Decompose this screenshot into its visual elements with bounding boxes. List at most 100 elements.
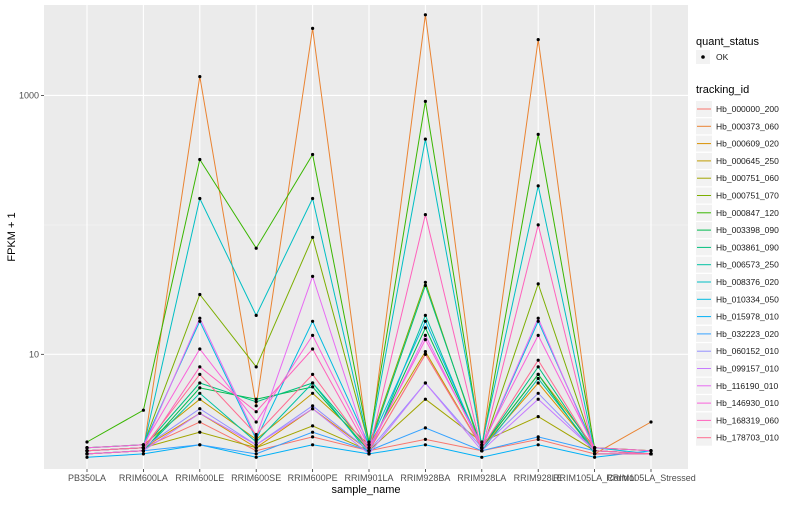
data-point	[198, 75, 202, 79]
data-point	[311, 443, 315, 447]
data-point	[311, 372, 315, 376]
data-point	[423, 338, 427, 342]
data-point	[423, 137, 427, 141]
data-point	[423, 397, 427, 401]
legend-label-Hb_010334_050: Hb_010334_050	[716, 294, 779, 304]
data-point	[311, 196, 315, 201]
data-point	[480, 446, 484, 450]
data-point	[311, 391, 315, 395]
data-point	[593, 446, 597, 450]
data-point	[254, 365, 258, 369]
data-point	[198, 391, 202, 395]
data-point	[198, 319, 202, 323]
data-point	[536, 415, 540, 419]
y-axis-title: FPKM + 1	[6, 212, 18, 261]
data-point	[367, 446, 371, 450]
legend-label-Hb_146930_010: Hb_146930_010	[716, 398, 779, 408]
data-point	[254, 449, 258, 453]
data-point	[254, 446, 258, 450]
data-point	[198, 157, 202, 162]
legend-label-Hb_006573_250: Hb_006573_250	[716, 260, 779, 270]
data-point	[423, 319, 427, 323]
data-point	[254, 313, 258, 317]
legend-label-Hb_003398_090: Hb_003398_090	[716, 225, 779, 235]
legend-label-Hb_032223_020: Hb_032223_020	[716, 329, 779, 339]
data-point	[536, 443, 540, 447]
data-point	[423, 381, 427, 385]
data-point	[536, 282, 540, 286]
data-point	[311, 347, 315, 351]
data-point	[85, 446, 89, 450]
data-point	[198, 316, 202, 320]
data-point	[254, 440, 258, 444]
legend-label-Hb_000751_070: Hb_000751_070	[716, 191, 779, 201]
data-point	[367, 440, 371, 444]
data-point	[536, 376, 540, 381]
data-point	[198, 292, 202, 297]
data-point	[536, 319, 540, 323]
data-point	[480, 455, 484, 459]
x-tick-label: RRIM105LA_Control	[553, 473, 636, 483]
y-tick-label: 1000	[19, 90, 39, 100]
data-point	[85, 455, 89, 459]
data-point	[141, 408, 145, 412]
data-point	[536, 132, 540, 136]
legend-label-Hb_000609_020: Hb_000609_020	[716, 139, 779, 149]
data-point	[85, 452, 89, 456]
legend-label-Hb_000373_060: Hb_000373_060	[716, 121, 779, 131]
legend: quant_status OK tracking_id Hb_000000_200 Hb…	[696, 36, 779, 446]
data-point	[254, 432, 258, 437]
data-point	[367, 449, 371, 453]
data-point	[141, 446, 145, 450]
data-point	[423, 350, 427, 354]
data-point	[311, 424, 315, 428]
x-tick-label: RRIM928LE	[514, 473, 563, 483]
data-point	[423, 280, 427, 284]
data-point	[311, 333, 315, 337]
legend-label-Hb_168319_060: Hb_168319_060	[716, 415, 779, 425]
data-point	[536, 397, 540, 401]
data-point	[254, 404, 258, 408]
data-points	[85, 13, 653, 459]
x-tick-label: RRIM600LA	[119, 473, 168, 483]
data-point	[311, 404, 315, 408]
data-point	[141, 449, 145, 453]
data-point	[423, 426, 427, 430]
data-point	[480, 443, 484, 447]
data-point	[649, 420, 653, 424]
data-point	[85, 449, 89, 453]
data-point	[536, 184, 540, 188]
legend-title-tracking-id: tracking_id	[696, 84, 749, 96]
data-point	[198, 407, 202, 411]
plot-panel	[44, 5, 688, 469]
data-point	[254, 397, 258, 401]
data-point	[536, 381, 540, 385]
data-point	[311, 26, 315, 30]
data-point	[198, 411, 202, 415]
data-point	[198, 372, 202, 376]
data-point	[311, 385, 315, 389]
data-point	[254, 246, 258, 250]
data-point	[367, 443, 371, 447]
data-point	[254, 400, 258, 404]
x-tick-label: RRIM928LA	[457, 473, 506, 483]
legend-label-Hb_000751_060: Hb_000751_060	[716, 173, 779, 183]
legend-label-Hb_000847_120: Hb_000847_120	[716, 208, 779, 218]
data-point	[649, 452, 653, 456]
data-point	[198, 443, 202, 447]
data-point	[198, 386, 202, 390]
legend-label-Hb_116190_010: Hb_116190_010	[716, 381, 779, 391]
data-point	[536, 316, 540, 320]
data-point	[536, 391, 540, 395]
data-point	[254, 437, 258, 441]
data-point	[367, 452, 371, 456]
data-point	[254, 435, 258, 439]
legend-title-quant-status: quant_status	[696, 36, 759, 48]
data-point	[536, 358, 540, 362]
data-point	[311, 235, 315, 239]
data-point	[198, 365, 202, 369]
legend-label-Hb_099157_010: Hb_099157_010	[716, 364, 779, 374]
data-point	[198, 196, 202, 201]
data-point	[254, 455, 258, 459]
